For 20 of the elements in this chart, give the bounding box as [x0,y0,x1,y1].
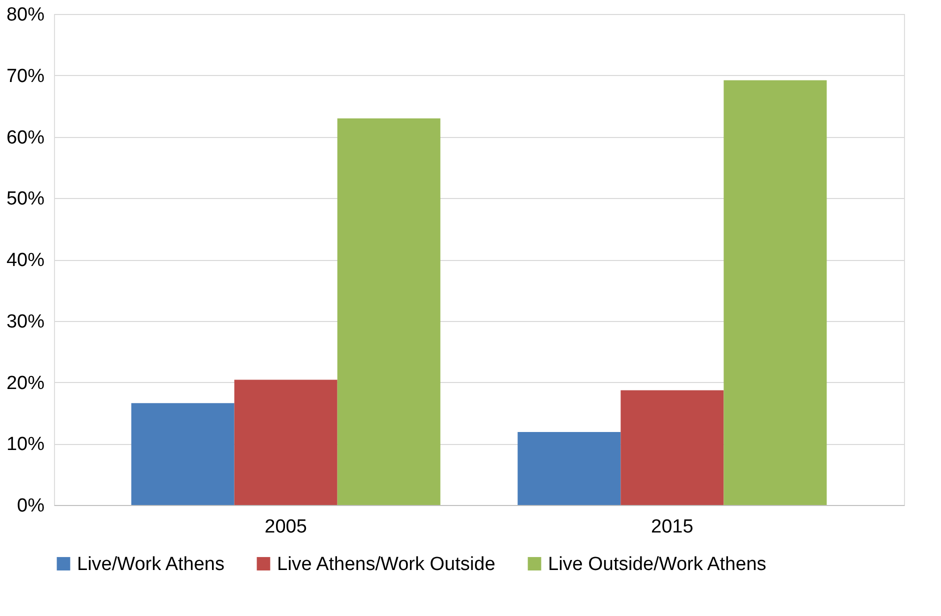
bar [620,390,724,505]
y-tick-label: 60% [6,127,45,148]
y-tick-label: 20% [6,372,45,394]
y-tick-label: 50% [6,188,45,210]
bar [724,80,827,505]
y-tick-label: 30% [6,311,45,332]
y-tick-label: 0% [17,496,45,516]
bar [337,118,440,505]
legend-label: Live/Work Athens [77,554,225,575]
x-tick-label: 2005 [264,516,307,538]
bar [131,403,234,505]
legend-label: Live Athens/Work Outside [277,554,496,575]
y-tick-label: 80% [6,4,45,26]
legend-label: Live Outside/Work Athens [548,554,766,575]
x-tick-label: 2015 [651,516,694,538]
bar [234,380,338,505]
bar [518,432,621,505]
y-tick-label: 70% [6,66,45,87]
y-tick-label: 10% [6,434,45,456]
y-tick-label: 40% [6,250,45,271]
